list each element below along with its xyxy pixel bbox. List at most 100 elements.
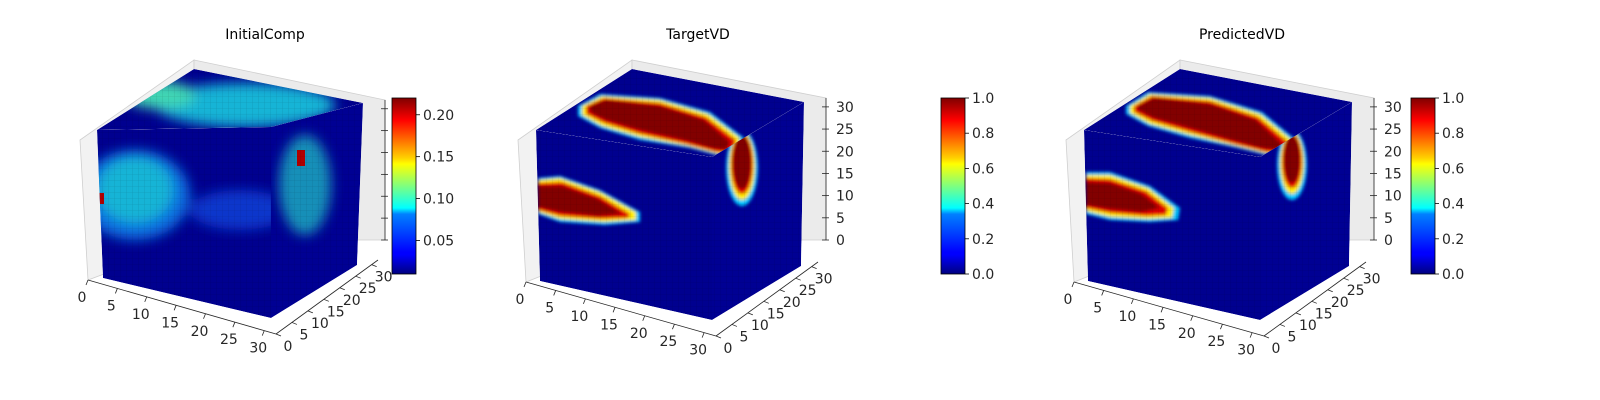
colorbar-tick-label: 0.0 xyxy=(972,267,994,283)
y-tick-label: 10 xyxy=(1299,318,1317,334)
cube-face-front xyxy=(536,130,712,320)
y-tick-label: 20 xyxy=(783,295,801,311)
z-tick-label: 25 xyxy=(836,122,854,138)
cube-face-top xyxy=(97,69,363,130)
x-tick-label: 5 xyxy=(545,300,554,316)
y-tick-label: 15 xyxy=(1315,306,1333,322)
z-tick-label: 5 xyxy=(1384,211,1393,227)
z-tick-label: 20 xyxy=(836,144,854,160)
panel-title: PredictedVD xyxy=(1199,27,1285,43)
y-tick-label: 25 xyxy=(1347,283,1365,299)
y-tick-label: 15 xyxy=(767,306,785,322)
x-tick-label: 30 xyxy=(1237,343,1255,359)
cube-face-top xyxy=(536,69,804,157)
cube-face-front xyxy=(97,127,271,318)
x-tick-label: 0 xyxy=(516,292,525,308)
x-tick-label: 15 xyxy=(1148,317,1166,333)
y-tick-label: 25 xyxy=(799,283,817,299)
colorbar-tick-label: 0.4 xyxy=(1442,197,1464,213)
x-tick-label: 20 xyxy=(191,324,209,340)
cube-face-side xyxy=(1260,102,1352,320)
z-tick-label: 0 xyxy=(1384,233,1393,249)
y-tick-label: 10 xyxy=(751,318,769,334)
z-tick-label: 20 xyxy=(1384,144,1402,160)
cube-face-side xyxy=(712,102,804,320)
y-tick-label: 0 xyxy=(724,341,733,357)
x-tick-label: 15 xyxy=(600,317,618,333)
y-tick-label: 5 xyxy=(739,329,748,345)
z-tick-label: 15 xyxy=(1384,166,1402,182)
y-tick-label: 25 xyxy=(359,281,377,297)
cube-face-front xyxy=(1084,130,1260,320)
z-tick-label: 15 xyxy=(836,166,854,182)
x-tick-label: 0 xyxy=(78,290,87,306)
x-axis-ticks: 0 5 10 15 20 25 30 xyxy=(516,281,707,359)
axis-lines xyxy=(87,100,386,335)
z-tick-label: 10 xyxy=(836,189,854,205)
y-tick-label: 5 xyxy=(299,327,308,343)
panel-initialcomp: InitialComp xyxy=(78,27,455,357)
axis-lines xyxy=(1073,98,1375,337)
colorbar-tick-label: 0.05 xyxy=(423,233,454,249)
x-tick-label: 5 xyxy=(107,298,116,314)
colorbar-tick-label: 0.6 xyxy=(972,161,994,177)
y-tick-label: 10 xyxy=(311,316,329,332)
z-tick-label: 30 xyxy=(1384,100,1402,116)
colorbar-tick-label: 0.2 xyxy=(1442,232,1464,248)
y-tick-label: 0 xyxy=(284,339,293,355)
x-axis-ticks: 0 5 10 15 20 25 30 xyxy=(78,279,267,357)
z-tick-label: 25 xyxy=(1384,122,1402,138)
x-tick-label: 30 xyxy=(689,343,707,359)
x-tick-label: 25 xyxy=(220,332,238,348)
colorbar: 0.0 0.2 0.4 0.6 0.8 1.0 xyxy=(1410,91,1464,283)
cube-face-top xyxy=(1084,69,1352,157)
x-tick-label: 10 xyxy=(570,309,588,325)
x-tick-label: 10 xyxy=(1118,309,1136,325)
y-tick-label: 0 xyxy=(1272,341,1281,357)
x-tick-label: 25 xyxy=(1208,334,1226,350)
y-tick-label: 15 xyxy=(327,304,345,320)
y-tick-label: 30 xyxy=(815,272,833,288)
y-tick-label: 20 xyxy=(343,293,361,309)
z-tick-label: 0 xyxy=(836,233,845,249)
colorbar-tick-label: 0.6 xyxy=(1442,161,1464,177)
panel-title: TargetVD xyxy=(665,27,730,43)
x-tick-label: 15 xyxy=(161,315,179,331)
colorbar: 0.0 0.2 0.4 0.6 0.8 1.0 xyxy=(940,91,994,283)
y-tick-label: 30 xyxy=(375,270,393,286)
colorbar-tick-label: 0.10 xyxy=(423,192,454,208)
x-tick-label: 20 xyxy=(1178,326,1196,342)
x-tick-label: 0 xyxy=(1064,292,1073,308)
colorbar-tick-label: 1.0 xyxy=(972,91,994,107)
colorbar-tick-label: 0.4 xyxy=(972,197,994,213)
colorbar-tick-label: 1.0 xyxy=(1442,91,1464,107)
axis-lines xyxy=(525,98,827,337)
panel-title: InitialComp xyxy=(225,27,305,43)
x-tick-label: 10 xyxy=(132,307,150,323)
y-tick-label: 20 xyxy=(1331,295,1349,311)
x-tick-label: 25 xyxy=(660,334,678,350)
panel-targetvd: TargetVD xyxy=(516,27,995,359)
y-tick-label: 5 xyxy=(1287,329,1296,345)
colorbar-tick-label: 0.20 xyxy=(423,108,454,124)
x-tick-label: 20 xyxy=(630,326,648,342)
z-axis-ticks xyxy=(381,108,388,241)
z-axis-ticks: 0 5 10 15 20 25 30 xyxy=(822,100,854,249)
colorbar-ticks: 0.0 0.2 0.4 0.6 0.8 1.0 xyxy=(1435,91,1464,283)
colorbar-ticks: 0.05 0.10 0.15 0.20 xyxy=(416,108,454,249)
z-tick-label: 10 xyxy=(1384,189,1402,205)
y-tick-label: 30 xyxy=(1363,272,1381,288)
z-tick-label: 5 xyxy=(836,211,845,227)
x-tick-label: 30 xyxy=(249,341,267,357)
colorbar-ticks: 0.0 0.2 0.4 0.6 0.8 1.0 xyxy=(965,91,994,283)
colorbar-tick-label: 0.8 xyxy=(972,126,994,142)
colorbar-tick-label: 0.0 xyxy=(1442,267,1464,283)
z-tick-label: 30 xyxy=(836,100,854,116)
colorbar-tick-label: 0.2 xyxy=(972,232,994,248)
z-axis-ticks: 0 5 10 15 20 25 30 xyxy=(1370,100,1402,249)
x-axis-ticks: 0 5 10 15 20 25 30 xyxy=(1064,281,1255,359)
